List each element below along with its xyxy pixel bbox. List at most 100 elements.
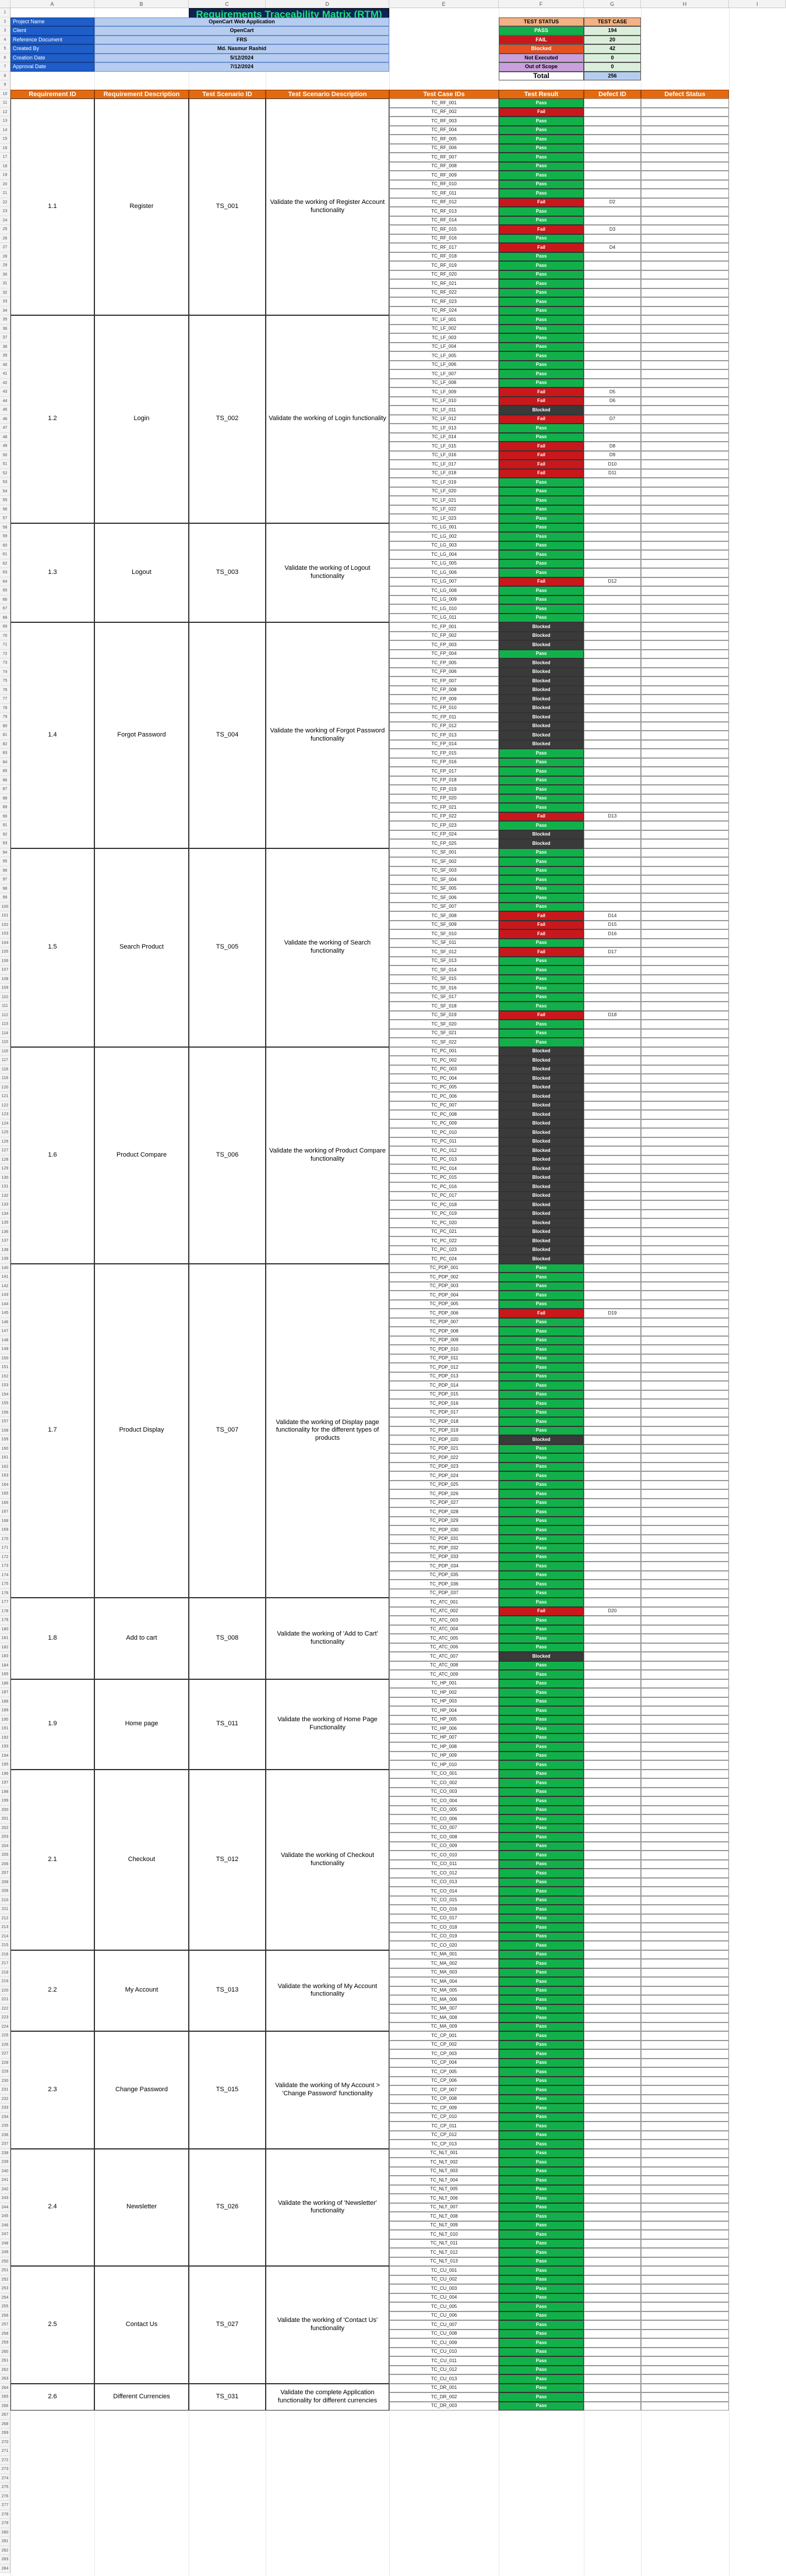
row-header[interactable]: 224 <box>0 2022 10 2031</box>
test-result-pass[interactable]: Pass <box>499 2103 584 2113</box>
test-case-id[interactable]: TC_NLT_005 <box>389 2184 499 2194</box>
row-header[interactable]: 271 <box>0 2447 10 2456</box>
test-case-id[interactable]: TC_PDP_002 <box>389 1273 499 1282</box>
test-result-fail[interactable]: Fail <box>499 442 584 451</box>
defect-status[interactable] <box>641 721 729 731</box>
defect-id[interactable]: D2 <box>584 198 641 207</box>
test-result-blocked[interactable]: Blocked <box>499 667 584 676</box>
test-case-id[interactable]: TC_LG_007 <box>389 577 499 586</box>
test-result-pass[interactable]: Pass <box>499 992 584 1002</box>
test-case-id[interactable]: TC_CP_012 <box>389 2130 499 2140</box>
test-case-id[interactable]: TC_PC_003 <box>389 1065 499 1074</box>
test-result-pass[interactable]: Pass <box>499 2058 584 2067</box>
row-header[interactable]: 162 <box>0 1462 10 1471</box>
test-result-pass[interactable]: Pass <box>499 568 584 577</box>
test-case-id[interactable]: TC_CP_010 <box>389 2112 499 2122</box>
test-result-pass[interactable]: Pass <box>499 424 584 433</box>
row-header[interactable]: 265 <box>0 2392 10 2402</box>
column-header-g[interactable]: G <box>584 0 641 8</box>
defect-id[interactable] <box>584 1173 641 1182</box>
defect-id[interactable] <box>584 1236 641 1246</box>
test-result-blocked[interactable]: Blocked <box>499 1119 584 1128</box>
row-header[interactable]: 180 <box>0 1624 10 1634</box>
row-header[interactable]: 240 <box>0 2166 10 2176</box>
defect-status[interactable] <box>641 207 729 216</box>
test-case-id[interactable]: TC_SF_002 <box>389 857 499 866</box>
row-header[interactable]: 176 <box>0 1588 10 1598</box>
test-result-pass[interactable]: Pass <box>499 1859 584 1869</box>
row-header[interactable]: 26 <box>0 234 10 243</box>
defect-status[interactable] <box>641 731 729 740</box>
test-case-id[interactable]: TC_CU_011 <box>389 2356 499 2366</box>
defect-id[interactable] <box>584 523 641 532</box>
row-header[interactable]: 71 <box>0 640 10 650</box>
defect-status[interactable] <box>641 2112 729 2122</box>
test-result-pass[interactable]: Pass <box>499 1787 584 1796</box>
test-result-pass[interactable]: Pass <box>499 2022 584 2031</box>
defect-status[interactable] <box>641 1046 729 1056</box>
defect-status[interactable] <box>641 270 729 279</box>
row-header[interactable]: 143 <box>0 1291 10 1300</box>
test-case-id[interactable]: TC_PDP_006 <box>389 1309 499 1318</box>
row-header[interactable]: 190 <box>0 1715 10 1724</box>
test-case-id[interactable]: TC_PDP_035 <box>389 1570 499 1580</box>
test-result-pass[interactable]: Pass <box>499 1986 584 1995</box>
test-case-id[interactable]: TC_PDP_020 <box>389 1435 499 1444</box>
defect-status[interactable] <box>641 803 729 812</box>
row-header[interactable]: 41 <box>0 369 10 379</box>
defect-id[interactable] <box>584 622 641 632</box>
test-result-pass[interactable]: Pass <box>499 776 584 785</box>
defect-id[interactable] <box>584 2058 641 2067</box>
row-header[interactable]: 229 <box>0 2067 10 2077</box>
defect-status[interactable] <box>641 559 729 568</box>
test-case-id[interactable]: TC_ATC_001 <box>389 1598 499 1607</box>
defect-id[interactable]: D5 <box>584 387 641 397</box>
test-result-pass[interactable]: Pass <box>499 1317 584 1327</box>
test-result-fail[interactable]: Fail <box>499 225 584 234</box>
defect-id[interactable] <box>584 1489 641 1499</box>
test-result-blocked[interactable]: Blocked <box>499 1173 584 1182</box>
row-header[interactable]: 61 <box>0 550 10 559</box>
defect-id[interactable] <box>584 2293 641 2302</box>
test-result-pass[interactable]: Pass <box>499 1914 584 1923</box>
defect-id[interactable] <box>584 713 641 722</box>
defect-id[interactable] <box>584 1724 641 1733</box>
row-header[interactable]: 119 <box>0 1074 10 1083</box>
defect-status[interactable] <box>641 1028 729 1038</box>
defect-status[interactable] <box>641 1724 729 1733</box>
test-result-pass[interactable]: Pass <box>499 1869 584 1878</box>
defect-id[interactable] <box>584 1778 641 1788</box>
defect-status[interactable] <box>641 1146 729 1155</box>
defect-id[interactable] <box>584 884 641 893</box>
test-case-id[interactable]: TC_CP_003 <box>389 2049 499 2059</box>
defect-id[interactable] <box>584 1652 641 1661</box>
test-result-blocked[interactable]: Blocked <box>499 739 584 749</box>
defect-id[interactable] <box>584 839 641 848</box>
defect-status[interactable] <box>641 1200 729 1210</box>
test-result-fail[interactable]: Fail <box>499 911 584 921</box>
row-header[interactable]: 31 <box>0 279 10 288</box>
defect-id[interactable] <box>584 324 641 333</box>
defect-status[interactable] <box>641 496 729 505</box>
test-case-id[interactable]: TC_PDP_014 <box>389 1381 499 1390</box>
defect-status[interactable] <box>641 315 729 325</box>
row-header[interactable]: 202 <box>0 1823 10 1833</box>
defect-id[interactable] <box>584 2284 641 2293</box>
project-info-value[interactable]: OpenCart Web Application <box>94 17 389 26</box>
test-case-id[interactable]: TC_NLT_004 <box>389 2176 499 2185</box>
row-header[interactable]: 73 <box>0 658 10 668</box>
defect-status[interactable] <box>641 1227 729 1236</box>
row-header[interactable]: 237 <box>0 2140 10 2149</box>
test-result-pass[interactable]: Pass <box>499 216 584 225</box>
test-case-id[interactable]: TC_FP_002 <box>389 631 499 640</box>
test-result-blocked[interactable]: Blocked <box>499 695 584 704</box>
defect-id[interactable]: D8 <box>584 442 641 451</box>
test-case-id[interactable]: TC_LF_014 <box>389 432 499 442</box>
test-result-pass[interactable]: Pass <box>499 2112 584 2122</box>
defect-status[interactable] <box>641 1869 729 1878</box>
row-header[interactable]: 120 <box>0 1083 10 1092</box>
test-case-id[interactable]: TC_LF_010 <box>389 396 499 406</box>
defect-id[interactable] <box>584 1751 641 1760</box>
defect-id[interactable] <box>584 1128 641 1137</box>
test-result-blocked[interactable]: Blocked <box>499 1254 584 1264</box>
